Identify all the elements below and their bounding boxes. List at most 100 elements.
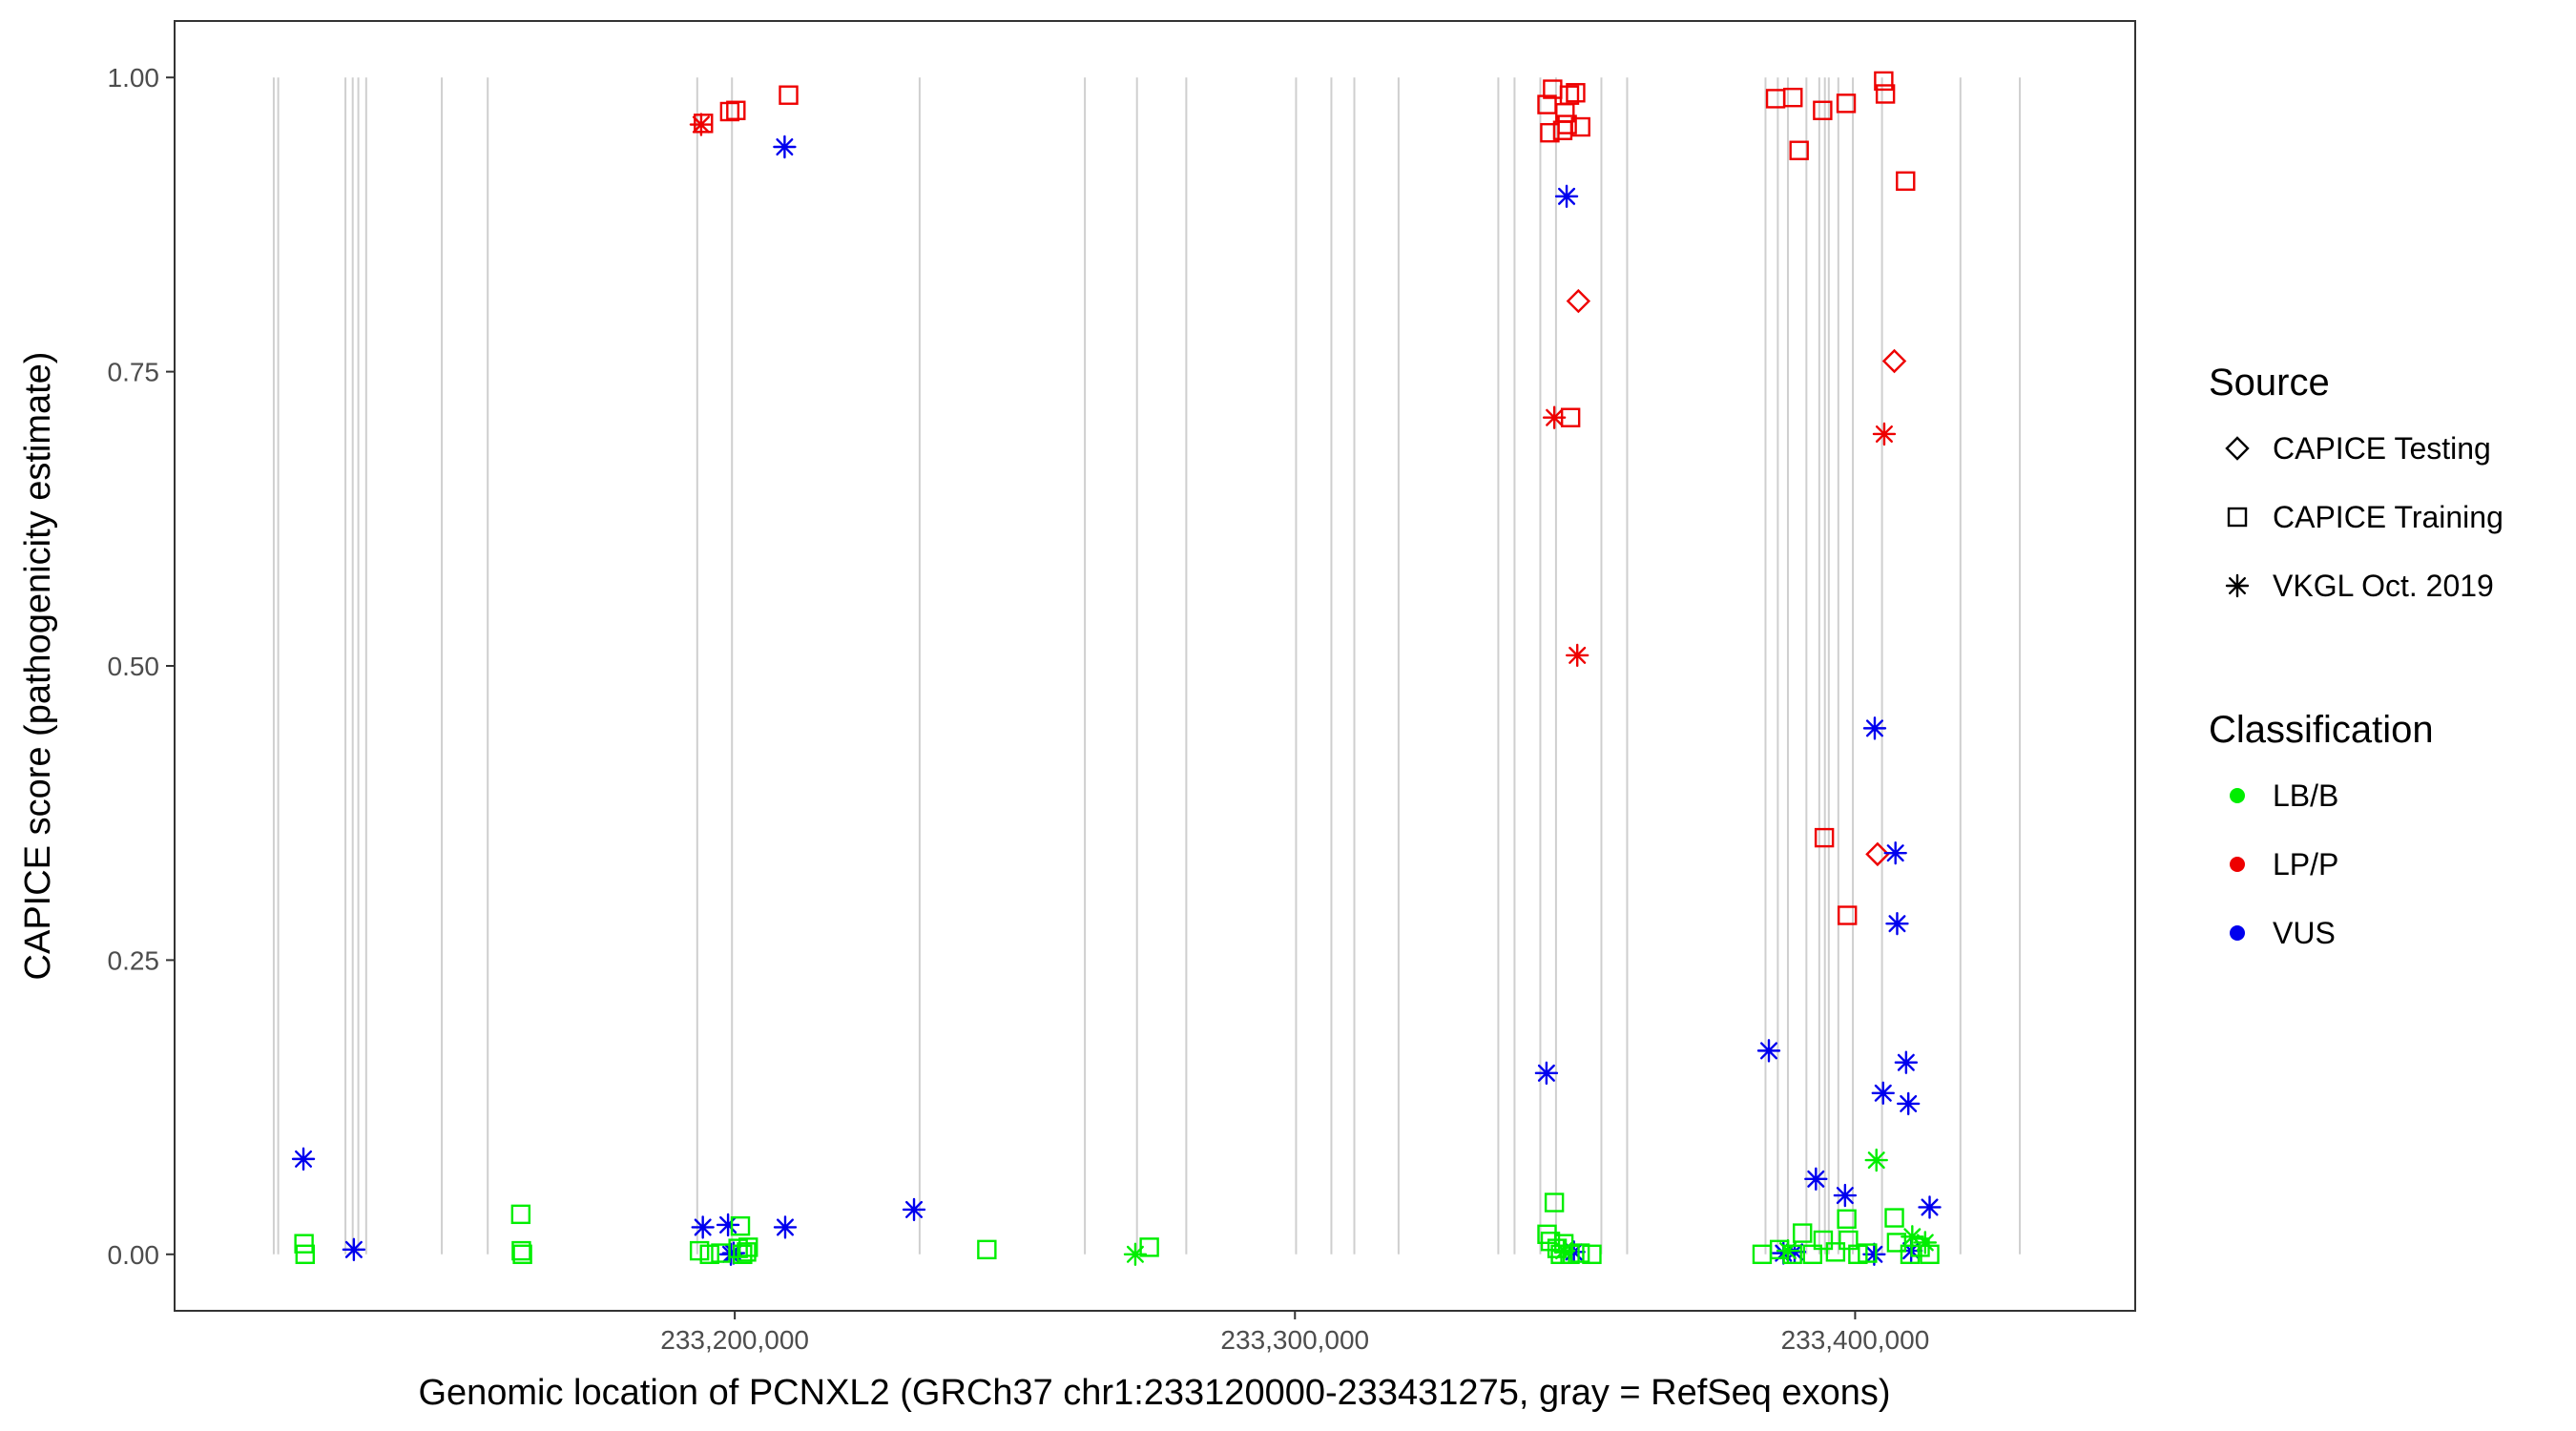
y-tick-label: 0.50 [108, 652, 160, 681]
data-point [718, 1242, 743, 1266]
legend-classification-key [2230, 857, 2245, 872]
data-point [716, 1213, 740, 1237]
data-point [902, 1197, 926, 1222]
data-point [1838, 905, 1858, 925]
legend-classification-key [2230, 788, 2245, 803]
data-point [1813, 1230, 1834, 1251]
data-point [1918, 1195, 1942, 1219]
x-tick-label: 233,200,000 [660, 1325, 809, 1355]
data-point [1783, 87, 1803, 108]
data-point [1896, 171, 1916, 191]
data-point [738, 1237, 758, 1257]
data-points [291, 71, 1942, 1266]
data-point [1913, 1231, 1938, 1255]
data-point [1569, 1243, 1590, 1263]
data-point [977, 1239, 997, 1260]
data-point [1566, 288, 1591, 314]
data-point [1884, 1208, 1904, 1228]
data-point [1793, 1223, 1813, 1243]
data-point [1874, 71, 1894, 92]
axes: 233,200,000 233,300,000 233,400,000 0.00 0.2… [108, 63, 1930, 1355]
data-point [1139, 1237, 1159, 1257]
legend-source-key [2227, 507, 2248, 528]
data-point [1551, 1238, 1576, 1263]
data-point [1123, 1242, 1148, 1266]
data-point [1825, 1242, 1846, 1262]
exon-lines [272, 77, 2022, 1255]
legend-classification-label: LP/P [2273, 847, 2338, 881]
x-tick-label: 233,300,000 [1220, 1325, 1369, 1355]
data-point [694, 114, 714, 134]
data-point [1789, 140, 1809, 160]
data-point [1756, 1039, 1781, 1063]
data-point [1862, 716, 1887, 740]
data-point [773, 1215, 798, 1239]
data-point [1897, 1091, 1921, 1116]
data-point [1566, 83, 1586, 103]
y-tick-label: 0.25 [108, 945, 160, 975]
data-point [779, 85, 799, 105]
legend-source-title: Source [2209, 362, 2330, 404]
data-point [1894, 1050, 1919, 1074]
data-point [1559, 85, 1580, 105]
data-point [719, 101, 740, 122]
data-point [1872, 422, 1897, 446]
legend-source-key [2225, 573, 2250, 598]
data-point [1833, 1183, 1858, 1208]
legend-source-key [2225, 436, 2250, 461]
legend-classification-title: Classification [2209, 709, 2434, 751]
legend-classification-label: LB/B [2273, 778, 2338, 813]
data-point [1814, 827, 1835, 848]
data-point [1858, 1243, 1878, 1263]
x-axis-title: Genomic location of PCNXL2 (GRCh37 chr1:… [418, 1373, 1890, 1413]
data-point [295, 1244, 316, 1264]
data-point [1570, 116, 1590, 137]
data-point [1544, 1192, 1565, 1213]
data-point [510, 1204, 531, 1225]
data-point [1900, 1244, 1921, 1264]
data-point [1557, 114, 1577, 135]
data-point [691, 1215, 715, 1239]
data-point [1862, 1242, 1886, 1266]
y-tick-label: 0.75 [108, 358, 160, 387]
data-point [1782, 1240, 1807, 1264]
data-point [689, 113, 714, 136]
data-point [1836, 93, 1857, 114]
data-point [1875, 84, 1896, 104]
data-point [1566, 643, 1589, 668]
data-point [1883, 840, 1907, 865]
legend-classification-label: VUS [2273, 916, 2336, 950]
data-point [1542, 405, 1567, 429]
data-point [1804, 1167, 1828, 1192]
data-point [291, 1147, 316, 1172]
y-axis-title: CAPICE score (pathogenicity estimate) [18, 352, 58, 981]
data-point [1871, 1081, 1895, 1105]
data-point [1534, 1061, 1559, 1086]
data-point [1540, 1232, 1561, 1252]
data-point [1554, 184, 1579, 209]
data-point [1885, 911, 1909, 936]
y-tick-label: 0.00 [108, 1240, 160, 1270]
data-point [1582, 1244, 1602, 1264]
data-point [512, 1244, 532, 1264]
y-tick-label: 1.00 [108, 63, 160, 93]
data-point [726, 100, 746, 120]
legend-source-label: VKGL Oct. 2019 [2273, 569, 2494, 603]
legend-source-label: CAPICE Testing [2273, 431, 2491, 466]
legend-source: Source CAPICE Testing CAPICE Training VKGL… [2209, 362, 2503, 603]
data-point [1802, 1244, 1823, 1264]
data-point [1901, 1225, 1924, 1249]
data-point [294, 1234, 314, 1254]
legend-classification: Classification LB/B LP/P VUS [2209, 709, 2434, 950]
data-point [342, 1237, 366, 1262]
data-point [737, 1242, 757, 1262]
data-point [733, 1244, 753, 1264]
legend-classification-key [2230, 925, 2245, 941]
data-point [699, 1244, 719, 1264]
data-point [1837, 1209, 1857, 1229]
data-point [1864, 1148, 1888, 1172]
data-point [1865, 841, 1890, 867]
data-point [1776, 1238, 1800, 1263]
